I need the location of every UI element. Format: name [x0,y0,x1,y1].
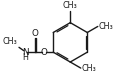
Text: CH₃: CH₃ [81,64,95,73]
Text: CH₃: CH₃ [3,37,17,46]
Text: CH₃: CH₃ [97,22,112,31]
Text: O: O [31,29,38,38]
Text: H: H [22,53,28,61]
Text: O: O [40,48,47,57]
Text: CH₃: CH₃ [62,1,77,10]
Text: N: N [22,48,28,57]
